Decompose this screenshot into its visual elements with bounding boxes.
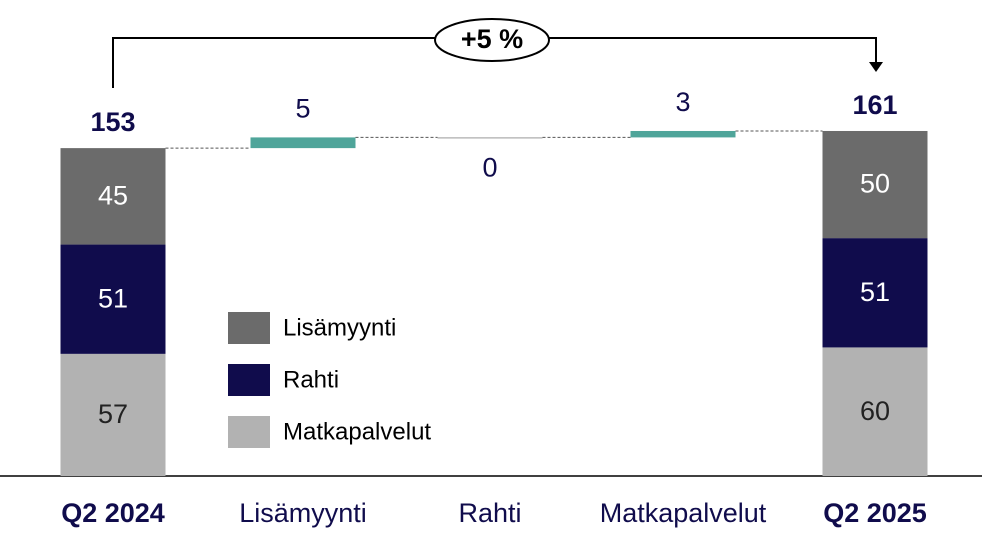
- change-bar: [437, 137, 543, 139]
- bar-segment: [822, 347, 928, 476]
- legend-swatch: [228, 312, 270, 344]
- bar-segment: [822, 238, 928, 348]
- annotation: +5 %: [461, 24, 523, 54]
- change-label: 0: [482, 153, 497, 183]
- x-tick-label: Rahti: [458, 498, 521, 528]
- segment-label: 50: [860, 169, 890, 199]
- change-label: 5: [295, 94, 310, 124]
- segment-label: 60: [860, 396, 890, 426]
- legend-swatch: [228, 416, 270, 448]
- bar-segment: [60, 148, 166, 245]
- bar-segment: [60, 244, 166, 354]
- segment-label: 51: [860, 277, 890, 307]
- arrow-head: [869, 62, 883, 72]
- segment-label: 45: [98, 180, 128, 210]
- annotation-ellipse: [434, 18, 550, 62]
- x-tick-label: Q2 2024: [61, 498, 165, 528]
- x-tick-label: Q2 2025: [823, 498, 927, 528]
- change-bar: [250, 137, 356, 149]
- change-label: 3: [675, 87, 690, 117]
- segment-label: 51: [98, 283, 128, 313]
- legend-label: Matkapalvelut: [283, 418, 431, 445]
- segment-label: 57: [98, 399, 128, 429]
- legend-label: Lisämyynti: [283, 314, 396, 341]
- x-tick-label: Matkapalvelut: [600, 498, 767, 528]
- bar-segment: [822, 130, 928, 239]
- total-label: 153: [90, 107, 135, 137]
- legend-label: Rahti: [283, 366, 339, 393]
- change-bar: [630, 130, 736, 138]
- total-label: 161: [852, 90, 897, 120]
- x-tick-label: Lisämyynti: [239, 498, 367, 528]
- bar-segment: [60, 353, 166, 476]
- legend-swatch: [228, 364, 270, 396]
- growth-bracket: [112, 37, 877, 88]
